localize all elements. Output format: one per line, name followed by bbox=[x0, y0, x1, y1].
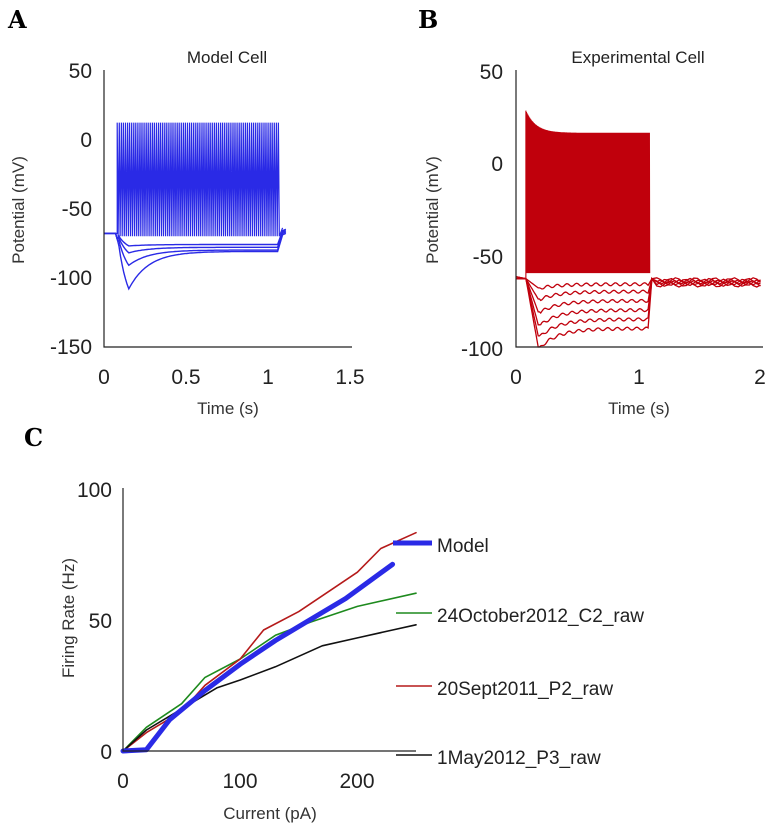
panel-c-yticks: 100 50 0 bbox=[77, 479, 112, 764]
panel-a-ytick: -50 bbox=[62, 198, 92, 221]
panel-a-spike-train bbox=[104, 122, 284, 237]
panel-b-spike-block bbox=[525, 110, 651, 279]
panel-b-traces bbox=[515, 110, 761, 348]
panel-b-xticks: 0 1 2 bbox=[510, 366, 766, 389]
panel-c-ytick: 0 bbox=[100, 741, 112, 764]
panel-a-axes bbox=[103, 70, 352, 348]
panel-a-ylabel: Potential (mV) bbox=[9, 156, 28, 264]
panel-a-ytick: 50 bbox=[69, 60, 92, 83]
panel-a-hyperpolarized-trace bbox=[104, 230, 287, 254]
legend-label-model: Model bbox=[437, 536, 489, 557]
panel-c-legend: Model 24October2012_C2_raw 20Sept2011_P2… bbox=[393, 536, 644, 769]
panel-c-series bbox=[120, 531, 417, 754]
panel-c-ylabel: Firing Rate (Hz) bbox=[59, 558, 78, 678]
panel-a-xtick: 1 bbox=[262, 366, 274, 389]
panel-a-yticks: 50 0 -50 -100 -150 bbox=[50, 60, 92, 359]
panel-b-xlabel: Time (s) bbox=[608, 399, 670, 418]
panel-c-xtick: 100 bbox=[222, 770, 257, 793]
panel-b-title: Experimental Cell bbox=[571, 48, 704, 67]
panel-b-axes bbox=[515, 70, 763, 348]
legend-label-24october2012: 24October2012_C2_raw bbox=[437, 606, 644, 627]
legend-label-1may2012: 1May2012_P3_raw bbox=[437, 748, 601, 769]
panel-label-c: C bbox=[24, 423, 43, 452]
panel-c-xlabel: Current (pA) bbox=[223, 804, 317, 823]
panel-c-series-line bbox=[122, 624, 417, 752]
panel-b-ylabel: Potential (mV) bbox=[423, 156, 442, 264]
panel-a-ytick: 0 bbox=[80, 129, 92, 152]
panel-a-xlabel: Time (s) bbox=[197, 399, 259, 418]
panel-b-ytick: -50 bbox=[473, 246, 503, 269]
panel-b-xtick: 2 bbox=[754, 366, 766, 389]
panel-b-xtick: 0 bbox=[510, 366, 522, 389]
panel-b-hyperpolarized-trace bbox=[515, 276, 761, 348]
panel-a-hyperpolarized-trace bbox=[104, 232, 287, 291]
panel-b-xtick: 1 bbox=[633, 366, 645, 389]
panel-b-ytick: 0 bbox=[491, 153, 503, 176]
panel-c-xtick: 0 bbox=[117, 770, 129, 793]
panel-c-xtick: 200 bbox=[339, 770, 374, 793]
panel-a-traces bbox=[104, 122, 287, 291]
panel-a-ytick: -150 bbox=[50, 336, 92, 359]
panel-a-xtick: 0.5 bbox=[171, 366, 200, 389]
panel-c-ytick: 100 bbox=[77, 479, 112, 502]
panel-c-series-line bbox=[122, 592, 417, 752]
panel-label-b: B bbox=[418, 5, 438, 34]
panel-b-hyperpolarized-trace bbox=[515, 276, 761, 326]
panel-b-ytick: -100 bbox=[461, 338, 503, 361]
panel-c-series-line bbox=[120, 561, 396, 754]
legend-label-20sept2011: 20Sept2011_P2_raw bbox=[437, 679, 613, 700]
panel-b-chart: Experimental Cell 50 0 -50 -100 0 1 2 Ti… bbox=[423, 48, 766, 418]
panel-b-hyperpolarized-trace bbox=[516, 277, 761, 314]
panel-a-ytick: -100 bbox=[50, 267, 92, 290]
panel-c-ytick: 50 bbox=[89, 610, 112, 633]
panel-label-a: A bbox=[7, 5, 27, 34]
panel-b-hyperpolarized-trace bbox=[515, 276, 761, 302]
panel-b-ytick: 50 bbox=[480, 61, 503, 84]
panel-a-chart: Model Cell 50 0 -50 -100 -150 0 0.5 1 1.… bbox=[9, 48, 365, 418]
panel-a-hyperpolarized-trace bbox=[104, 231, 287, 267]
panel-a-xtick: 0 bbox=[98, 366, 110, 389]
panel-a-xtick: 1.5 bbox=[335, 366, 364, 389]
panel-a-xticks: 0 0.5 1 1.5 bbox=[98, 366, 364, 389]
panel-a-hyperpolarized-trace bbox=[104, 228, 287, 247]
panel-b-hyperpolarized-trace bbox=[516, 277, 761, 337]
panel-a-title: Model Cell bbox=[187, 48, 267, 67]
panel-c-chart: 100 50 0 0 100 200 Current (pA) Firing R… bbox=[59, 479, 644, 823]
panel-c-xticks: 0 100 200 bbox=[117, 770, 374, 793]
panel-b-yticks: 50 0 -50 -100 bbox=[461, 61, 503, 361]
panel-c-axes bbox=[122, 488, 416, 752]
